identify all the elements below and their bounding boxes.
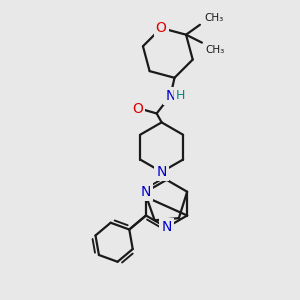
Text: CH₃: CH₃ xyxy=(206,45,225,55)
Text: N: N xyxy=(161,220,172,234)
Text: CH₃: CH₃ xyxy=(204,13,223,23)
Text: O: O xyxy=(156,21,167,35)
Text: O: O xyxy=(132,103,143,116)
Text: N: N xyxy=(165,88,176,103)
Text: N: N xyxy=(141,185,151,199)
Text: H: H xyxy=(176,89,185,102)
Text: N: N xyxy=(156,165,167,179)
